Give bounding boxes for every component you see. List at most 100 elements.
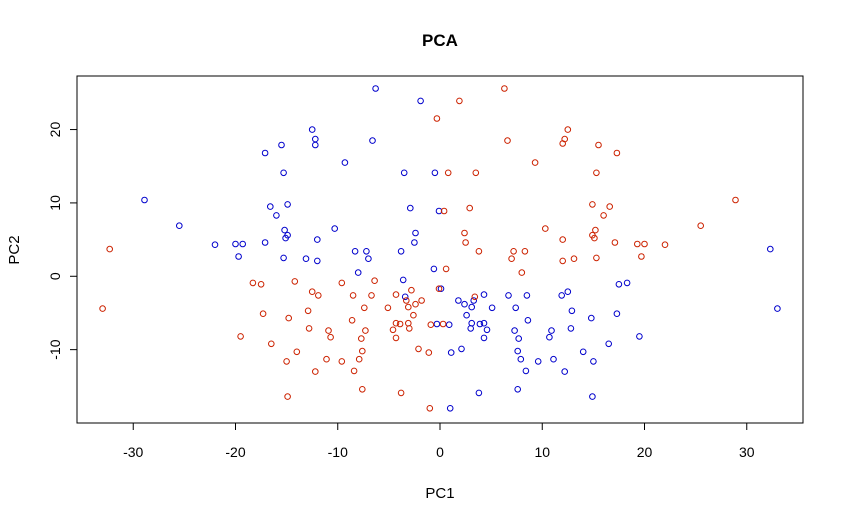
scatter-point-series-1 [341, 159, 349, 166]
scatter-point-series-1 [399, 276, 407, 284]
scatter-point-series-1 [302, 255, 310, 263]
scatter-point-series-1 [517, 355, 525, 363]
scatter-point-series-2 [359, 347, 366, 355]
scatter-point-series-2 [257, 281, 265, 288]
scatter-point-series-2 [348, 317, 356, 324]
x-tick-label: -30 [123, 444, 143, 460]
scatter-point-series-2 [521, 248, 529, 255]
scatter-point-series-2 [570, 255, 578, 263]
scatter-point-series-1 [417, 97, 424, 105]
scatter-point-series-1 [523, 292, 531, 299]
scatter-point-series-2 [325, 327, 332, 334]
scatter-point-series-2 [559, 257, 567, 265]
y-tick-label: 0 [47, 272, 63, 280]
plot-area-frame [76, 75, 804, 424]
scatter-point-series-2 [106, 245, 113, 253]
scatter-point-series-1 [401, 293, 409, 301]
scatter-point-series-2 [732, 196, 739, 204]
x-tick-label: 10 [534, 444, 550, 460]
y-axis-label: PC2 [6, 235, 23, 264]
scatter-point-series-1 [308, 126, 316, 133]
scatter-point-series-2 [638, 253, 645, 260]
scatter-point-series-2 [641, 240, 648, 248]
scatter-point-series-2 [634, 240, 641, 248]
scatter-point-series-2 [291, 278, 299, 285]
y-tick-label: 20 [47, 122, 63, 138]
scatter-point-series-1 [351, 248, 359, 255]
scatter-point-series-1 [546, 333, 553, 341]
scatter-point-series-1 [590, 358, 597, 365]
scatter-point-series-1 [515, 335, 523, 342]
scatter-point-series-2 [504, 137, 511, 144]
scatter-point-series-2 [355, 355, 363, 363]
scatter-point-series-2 [304, 307, 312, 315]
scatter-point-series-2 [99, 305, 106, 312]
scatter-point-series-1 [211, 241, 219, 248]
scatter-point-series-2 [593, 169, 600, 177]
scatter-point-series-1 [433, 320, 441, 328]
scatter-point-series-1 [281, 226, 288, 234]
scatter-point-series-1 [461, 300, 468, 308]
scatter-point-series-2 [403, 297, 410, 304]
scatter-point-series-1 [235, 253, 242, 260]
scatter-point-series-1 [613, 310, 621, 318]
scatter-point-series-1 [767, 245, 774, 253]
scatter-point-series-2 [315, 292, 322, 299]
scatter-point-series-1 [488, 304, 496, 312]
scatter-point-series-2 [338, 279, 346, 287]
scatter-point-series-2 [592, 226, 599, 234]
scatter-point-series-1 [475, 389, 483, 397]
scatter-point-series-2 [593, 254, 600, 262]
scatter-point-series-1 [261, 149, 269, 157]
scatter-point-series-2 [359, 386, 366, 393]
scatter-point-series-2 [456, 97, 463, 105]
scatter-point-series-1 [467, 325, 475, 332]
scatter-point-series-2 [268, 340, 275, 348]
scatter-point-series-2 [405, 319, 412, 327]
scatter-point-series-2 [471, 293, 479, 301]
scatter-point-series-1 [568, 307, 576, 315]
y-tick-label: 10 [47, 195, 63, 211]
x-axis: -30 -20 -10 0 10 20 30 [123, 423, 755, 460]
scatter-point-series-1 [463, 311, 470, 319]
scatter-point-series-2 [358, 335, 365, 342]
scatter-point-series-2 [305, 325, 313, 332]
scatter-point-series-2 [475, 248, 483, 255]
scatter-point-series-2 [396, 320, 404, 328]
scatter-point-series-2 [384, 304, 392, 312]
scatter-point-series-1 [480, 334, 488, 342]
scatter-point-series-2 [412, 300, 419, 308]
scatter-point-series-1 [522, 367, 530, 375]
scatter-point-series-1 [468, 303, 476, 311]
scatter-point-series-1 [430, 265, 438, 273]
scatter-point-series-2 [350, 367, 358, 375]
scatter-point-series-1 [511, 327, 518, 334]
scatter-point-series-1 [615, 281, 623, 288]
scatter-point-series-2 [600, 212, 607, 219]
scatter-point-series-2 [392, 334, 400, 342]
scatter-point-series-2 [542, 225, 549, 232]
scatter-point-series-1 [605, 340, 613, 348]
scatter-point-series-1 [141, 196, 148, 204]
scatter-point-series-1 [550, 355, 557, 363]
x-axis-label: PC1 [425, 485, 454, 502]
scatter-point-series-1 [468, 319, 476, 327]
scatter-point-series-1 [589, 393, 596, 400]
scatter-point-series-2 [283, 358, 290, 365]
scatter-point-series-1 [446, 405, 454, 412]
x-tick-label: -20 [225, 444, 245, 460]
scatter-point-series-2 [415, 345, 422, 353]
scatter-point-series-1 [363, 248, 370, 255]
data-points [99, 85, 781, 412]
scatter-point-series-1 [354, 269, 362, 276]
scatter-point-series-2 [559, 236, 567, 243]
scatter-point-series-2 [426, 405, 434, 412]
scatter-point-series-2 [613, 149, 621, 157]
scatter-point-series-1 [514, 386, 522, 393]
scatter-point-series-1 [314, 257, 321, 265]
scatter-point-series-2 [589, 201, 596, 208]
scatter-point-series-1 [437, 285, 445, 293]
scatter-point-series-2 [427, 321, 435, 329]
scatter-point-series-2 [323, 355, 330, 363]
